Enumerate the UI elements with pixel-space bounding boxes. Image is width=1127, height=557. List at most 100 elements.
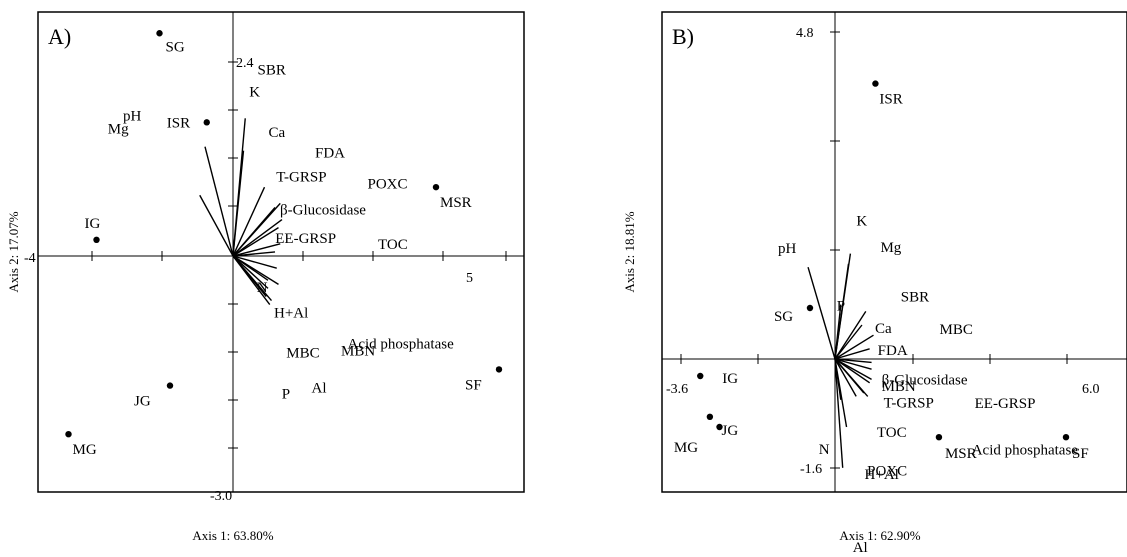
panel-a-vector-n: [232, 255, 277, 269]
panel-a-vector-acid-phosphatase: [232, 255, 279, 285]
panel-b-point-msr: [935, 434, 943, 441]
panel-a-point-label-isr: ISR: [167, 115, 190, 131]
panel-b-vector-label-acid-phosphatase: Acid phosphatase: [972, 442, 1079, 458]
panel-a-vectors: [199, 118, 283, 306]
panel-b-tick-x-min: -3.6: [666, 382, 688, 397]
panel-a-vector-label-p: P: [282, 387, 290, 403]
panel-b-vector-poxc: [834, 358, 857, 397]
panel-b-vector-mbn: [834, 358, 872, 370]
panel-b-vector-ca: [834, 324, 863, 360]
panel-a-vector-ee-grsp: [232, 243, 281, 257]
panel-a-label: A): [48, 24, 71, 49]
panel-b-points: [697, 80, 1070, 441]
panel-b-vector-glucosidase: [834, 358, 872, 364]
panel-b-vector-label-p: P: [837, 299, 845, 315]
panel-b-tick-y-min: -1.6: [800, 462, 822, 477]
panel-b-point-isr: [872, 80, 879, 87]
panel-b-vector-al: [834, 358, 844, 468]
panel-b-point-mg: [706, 413, 714, 420]
panel-a-x-axis-title: Axis 1: 63.80%: [192, 528, 273, 543]
panel-a-vector-label-sbr: SBR: [258, 63, 286, 79]
panel-a-frame: [37, 11, 525, 493]
panel-a-vector-label-ca: Ca: [269, 125, 286, 141]
panel-b-vector-label-h-al: H+Al: [865, 467, 899, 483]
panel-b-point-sf: [1062, 434, 1070, 441]
panel-a-y-axis-title: Axis 2: 17.07%: [6, 211, 21, 292]
panel-b-vector-label-ph: pH: [778, 241, 797, 257]
panel-a-vector-label-fda: FDA: [315, 145, 345, 161]
panel-a-vector-label-mg: Mg: [108, 121, 129, 137]
panel-b-vector-ph: [807, 267, 836, 360]
panel-b-vector-sbr: [834, 311, 867, 360]
panel-b-point-labels: ISR SG IG JG MG MSR SF: [674, 92, 1089, 463]
panel-b-point-label-jg: JG: [722, 423, 739, 439]
panel-b-tick-x-max: 6.0: [1082, 382, 1100, 397]
panel-a-vector-label-n: N: [257, 280, 268, 296]
panel-b-vector-ee-grsp: [834, 358, 871, 384]
panel-b-tick-y-max: 4.8: [796, 26, 814, 41]
panel-a-point-label-msr: MSR: [440, 195, 472, 211]
panel-b-vector-mbc: [834, 334, 874, 360]
panel-a-vector-ph: [204, 146, 234, 257]
panel-a-vector-t-grsp: [232, 202, 281, 257]
panel-b-point-ig: [697, 372, 704, 380]
panel-a-vector-mg: [199, 194, 234, 257]
panel-a-vector-al: [232, 255, 273, 302]
panel-a-point-label-sg: SG: [166, 39, 185, 55]
panel-b-label: B): [672, 24, 694, 49]
panel-a-vector-toc: [232, 251, 276, 257]
panel-a-point-isr: [203, 119, 210, 126]
panel-b-vector-label-sbr: SBR: [901, 289, 929, 305]
panel-b-point-label-mg: MG: [674, 440, 698, 456]
panel-b-vector-label-mbn: MBN: [882, 379, 916, 395]
panel-a-point-jg: [166, 382, 174, 389]
panel-a-point-sf: [495, 366, 503, 373]
panel-b-point-label-sf: SF: [1072, 446, 1089, 462]
panel-a-vector-poxc: [232, 227, 279, 257]
panel-a-vector-label-t-grsp: T-GRSP: [276, 169, 326, 185]
panel-b-point-label-isr: ISR: [879, 92, 902, 108]
panel-a-vector-label-mbc: MBC: [286, 346, 319, 362]
panel-a-point-label-jg: JG: [134, 394, 151, 410]
panel-b-vector-label-ca: Ca: [875, 321, 892, 337]
panel-b-vector-p: [834, 304, 842, 360]
panel-a-point-labels: SG ISR IG JG MG MSR SF: [73, 39, 482, 458]
panel-b-vectors: [807, 253, 874, 468]
panel-a-tick-x-max: 5: [466, 271, 473, 286]
panel-a-vector-mbn: [232, 255, 269, 289]
panel-b-frame: [661, 11, 1127, 493]
panel-a-vector-label-acid-phosphatase: Acid phosphatase: [348, 336, 455, 352]
panel-a-point-sg: [156, 30, 163, 37]
panel-a-vector-label-k: K: [249, 84, 260, 100]
panel-b-y-ticks: [830, 31, 840, 469]
panel-b-x-axis-title: Axis 1: 62.90%: [839, 528, 920, 543]
panel-a-point-ig: [93, 236, 100, 243]
panel-b-vector-label-poxc: POXC: [867, 463, 907, 479]
panel-b-vector-label-fda: FDA: [878, 343, 908, 359]
panel-a-vector-glucosidase: [232, 218, 283, 257]
panel-b-point-label-msr: MSR: [945, 446, 977, 462]
panel-a-vector-label-toc: TOC: [378, 237, 408, 253]
panel-a-vector-label-ph: pH: [123, 109, 142, 125]
panel-b-x-ticks: [680, 354, 1068, 364]
panel-b-vector-label-glucosidase: β-Glucosidase: [882, 372, 968, 388]
panel-b: B) 4.8 -1.6 -3.6 6.0 K Mg pH SBR P Ca MBC FDA β-…: [622, 11, 1127, 556]
panel-b-point-label-ig: IG: [722, 371, 738, 387]
panel-a-point-msr: [432, 183, 440, 191]
panel-b-vector-fda: [834, 348, 870, 360]
panel-a-vector-label-ee-grsp: EE-GRSP: [275, 231, 336, 247]
panel-b-vector-label-mg: Mg: [880, 240, 901, 256]
panel-b-vector-label-t-grsp: T-GRSP: [884, 395, 934, 411]
panel-a-point-label-mg: MG: [73, 442, 97, 458]
panel-a-tick-x-min: -4: [24, 251, 36, 266]
panel-a-vector-label-al: Al: [312, 381, 327, 397]
panel-a-point-label-ig: IG: [85, 216, 101, 232]
panel-b-y-axis-title: Axis 2: 18.81%: [622, 211, 637, 292]
panel-b-point-label-sg: SG: [774, 309, 793, 325]
panel-b-vector-label-n: N: [819, 442, 830, 458]
panel-b-vector-label-toc: TOC: [877, 425, 907, 441]
